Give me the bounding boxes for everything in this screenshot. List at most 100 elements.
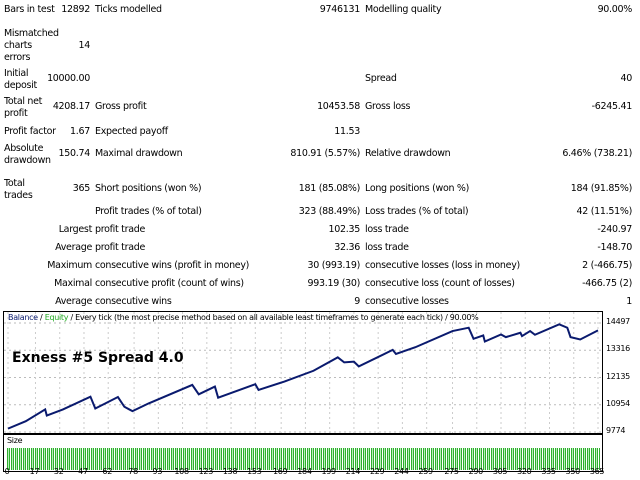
label-short-positions: Short positions (won %) [95,183,202,194]
label-largest-profit: profit trade [95,224,145,235]
value-profit-trades: 323 (88.49%) [298,206,361,217]
value-bars-in-test: 12892 [61,4,90,15]
value-total-trades: 365 [72,183,91,194]
value-largest-loss: -240.97 [597,224,632,235]
label-expected-payoff: Expected payoff [95,126,168,137]
label-maximal-consec-loss: consecutive loss (count of losses) [365,278,515,289]
x-tick-label: 47 [78,467,88,476]
label-bars-in-test: Bars in test [4,4,55,15]
legend-sep: / [37,313,45,322]
x-tick-label: 0 [4,467,10,476]
x-tick-label: 62 [102,467,113,476]
label-largest: Largest [58,224,93,235]
chart-title: Exness #5 Spread 4.0 [12,350,184,366]
x-tick-label: 184 [297,467,312,476]
label-loss-trades: Loss trades (% of total) [365,206,469,217]
y-tick-label: 12135 [606,371,630,381]
label-avg-consec-wins: consecutive wins [95,296,172,307]
label-max-consec-wins: consecutive wins (profit in money) [95,260,250,271]
x-tick-label: 350 [565,467,581,476]
value-avg-consec-losses: 1 [626,296,632,307]
value-avg-consec-wins: 9 [354,296,360,307]
x-tick-label: 93 [152,467,163,476]
value-absolute-drawdown: 150.74 [58,148,91,159]
value-modelling-quality: 90.00% [597,4,633,15]
legend-balance: Balance [8,313,38,322]
y-tick-label: 9774 [606,426,626,435]
label-maximal-drawdown: Maximal drawdown [95,148,183,159]
value-profit-factor: 1.67 [70,126,90,137]
label-max-consec-losses: consecutive losses (loss in money) [365,260,520,271]
x-tick-label: 244 [394,467,409,476]
label-total-net-profit: Total net profit [4,96,43,119]
label-absolute-drawdown: Absolute drawdown [4,143,51,166]
value-maximal-consec-profit: 993.19 (30) [307,278,361,289]
chart-legend: Balance / Equity / Every tick (the most … [8,313,479,322]
value-average-profit: 32.36 [334,242,360,253]
label-average-consec: Average [55,296,92,307]
value-gross-profit: 10453.58 [317,101,360,112]
value-initial-deposit: 10000.00 [47,73,90,84]
size-panel: Size [3,434,603,472]
x-tick-label: 17 [29,467,40,476]
value-average-loss: -148.70 [597,242,632,253]
label-long-positions: Long positions (won %) [365,183,470,194]
x-tick-label: 259 [418,467,433,476]
label-average-loss: loss trade [365,242,409,253]
value-short-positions: 181 (85.08%) [298,183,361,194]
value-largest-profit: 102.35 [328,224,361,235]
legend-description: / Every tick (the most precise method ba… [68,313,479,322]
value-max-consec-wins: 30 (993.19) [307,260,361,271]
value-total-net-profit: 4208.17 [52,101,90,112]
value-maximal-drawdown: 810.91 (5.57%) [290,148,360,159]
label-initial-deposit: Initial deposit [4,68,37,91]
label-profit-trades: Profit trades (% of total) [95,206,202,217]
label-profit-factor: Profit factor [4,126,56,137]
label-largest-loss: loss trade [365,224,409,235]
x-tick-label: 32 [53,467,64,476]
value-spread: 40 [620,73,633,84]
x-tick-label: 229 [369,467,385,476]
label-gross-profit: Gross profit [95,101,147,112]
balance-plot [4,312,602,433]
label-maximum: Maximum [47,260,92,271]
label-mismatched: Mismatched charts errors [4,28,59,63]
label-gross-loss: Gross loss [365,101,411,112]
x-tick-label: 169 [272,467,288,476]
label-average-profit: profit trade [95,242,145,253]
value-max-consec-losses: 2 (-466.75) [582,260,632,271]
label-average: Average [55,242,92,253]
balance-line [7,323,599,430]
x-tick-label: 320 [517,467,532,476]
label-spread: Spread [365,73,397,84]
value-relative-drawdown: 6.46% (738.21) [562,148,632,159]
value-mismatched: 14 [78,40,91,51]
x-tick-label: 199 [321,467,336,476]
y-tick-label: 13316 [606,344,630,354]
label-total-trades: Total trades [4,178,33,201]
x-tick-label: 290 [468,467,484,476]
label-maximal: Maximal [54,278,92,289]
value-loss-trades: 42 (11.51%) [576,206,633,217]
label-maximal-consec-profit: consecutive profit (count of wins) [95,278,244,289]
size-bars [7,448,600,470]
label-avg-consec-losses: consecutive losses [365,296,449,307]
x-tick-label: 335 [541,467,556,476]
value-expected-payoff: 11.53 [334,126,360,137]
value-long-positions: 184 (91.85%) [570,183,633,194]
x-tick-label: 123 [198,467,214,476]
size-label: Size [7,436,23,445]
value-ticks-modelled: 9746131 [319,4,361,15]
balance-chart: Balance / Equity / Every tick (the most … [3,311,603,434]
x-tick-label: 108 [174,467,189,476]
x-tick-label: 138 [222,467,238,476]
legend-equity: Equity [44,313,69,322]
x-tick-label: 214 [345,467,361,476]
label-modelling-quality: Modelling quality [365,4,442,15]
label-ticks-modelled: Ticks modelled [95,4,162,15]
y-tick-label: 14497 [606,317,630,326]
x-tick-label: 365 [589,467,605,476]
x-tick-label: 153 [247,467,262,476]
value-gross-loss: -6245.41 [591,101,633,112]
y-tick-label: 10954 [606,398,630,408]
